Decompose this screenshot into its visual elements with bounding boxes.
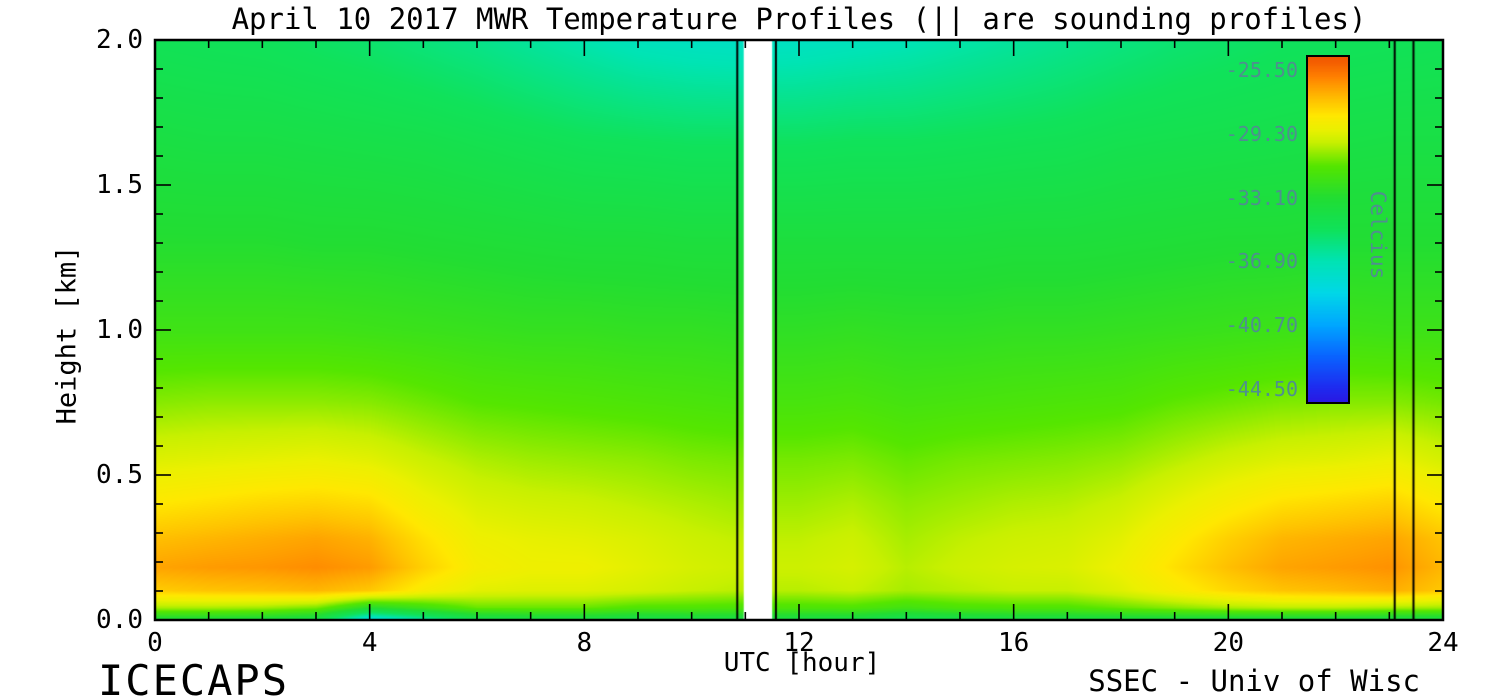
- y-tick-label: 0.0: [96, 605, 143, 635]
- x-tick-label: 12: [783, 628, 815, 658]
- x-tick-label: 16: [998, 628, 1030, 658]
- colorbar-tick-label: -29.30: [1225, 122, 1298, 147]
- colorbar-unit-label: Celcius: [1366, 190, 1390, 280]
- y-tick-label: 1.0: [96, 315, 143, 345]
- colorbar-tick-label: -33.10: [1225, 185, 1298, 210]
- x-tick-label: 4: [361, 628, 378, 658]
- x-tick-label: 20: [1212, 628, 1244, 658]
- y-tick-label: 0.5: [96, 460, 143, 490]
- colorbar-tick-label: -44.50: [1225, 376, 1298, 401]
- institution-name: SSEC - Univ of Wisc: [1088, 664, 1420, 698]
- colorbar: [1306, 55, 1350, 404]
- chart-title: April 10 2017 MWR Temperature Profiles (…: [231, 2, 1367, 36]
- colorbar-tick-label: -36.90: [1225, 249, 1298, 274]
- x-tick-label: 8: [576, 628, 593, 658]
- colorbar-gradient: [1308, 57, 1348, 402]
- project-name: ICECAPS: [98, 656, 290, 700]
- x-axis-label: UTC [hour]: [723, 648, 881, 678]
- colorbar-tick-label: -25.50: [1225, 58, 1298, 83]
- x-tick-label: 0: [147, 628, 163, 658]
- y-tick-label: 1.5: [96, 170, 143, 200]
- colorbar-tick-label: -40.70: [1225, 312, 1298, 337]
- x-tick-label: 24: [1427, 628, 1459, 658]
- y-tick-label: 2.0: [96, 25, 143, 55]
